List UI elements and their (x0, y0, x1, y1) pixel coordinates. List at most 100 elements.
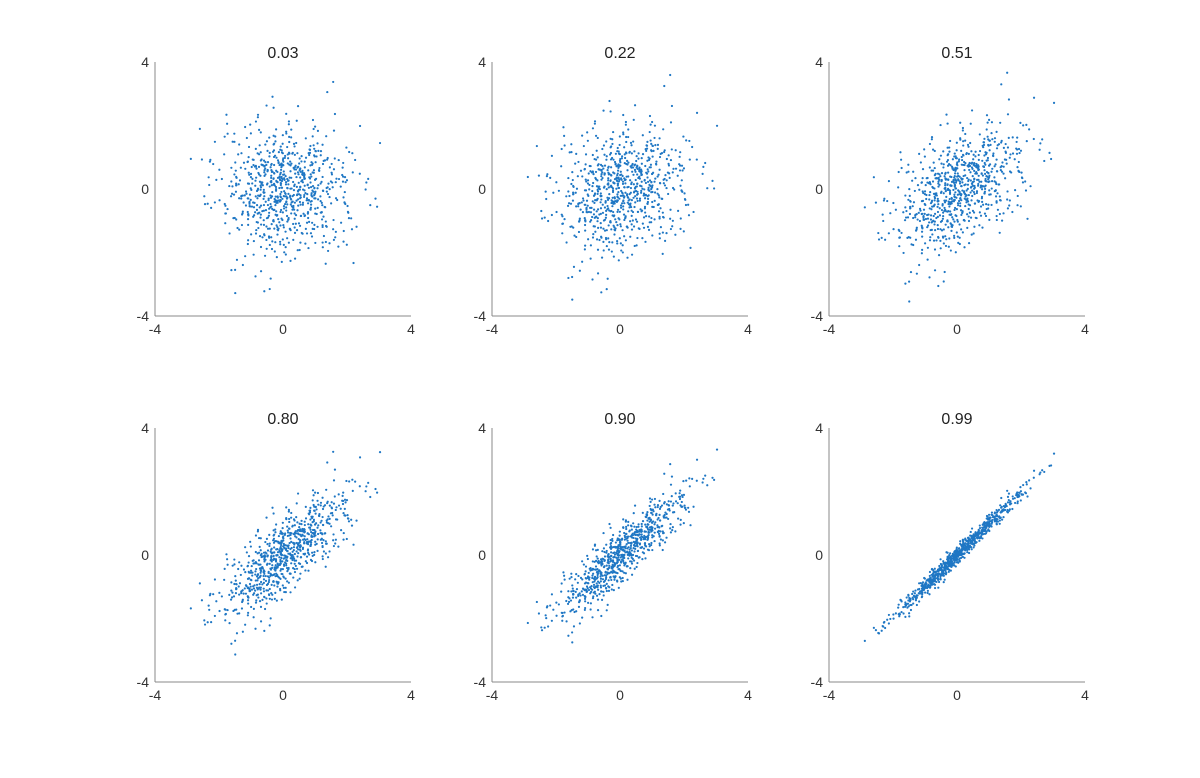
data-point (228, 593, 231, 597)
data-point (299, 176, 302, 179)
data-point (636, 164, 639, 167)
data-point (958, 182, 962, 185)
data-point (936, 200, 939, 203)
data-point (352, 543, 355, 546)
data-point (952, 179, 955, 182)
data-point (579, 208, 582, 211)
panel-title: 0.90 (604, 411, 635, 428)
data-point (916, 218, 919, 221)
data-point (1019, 121, 1022, 124)
data-point (645, 215, 648, 218)
data-point (953, 172, 957, 175)
data-point (540, 629, 544, 632)
data-point (658, 499, 661, 502)
data-point (307, 186, 310, 189)
data-point (313, 223, 316, 226)
data-point (605, 574, 608, 577)
data-point (631, 210, 635, 214)
data-point (973, 164, 976, 167)
data-point (285, 130, 288, 133)
data-point (596, 197, 599, 200)
data-point (624, 123, 627, 126)
data-point (634, 533, 637, 537)
data-point (1019, 490, 1023, 493)
data-point (947, 163, 951, 166)
data-point (924, 217, 928, 221)
data-point (1006, 113, 1010, 116)
data-point (615, 165, 618, 168)
x-tick-label: 4 (744, 321, 752, 337)
data-point (627, 535, 630, 538)
data-point (963, 246, 966, 249)
data-point (272, 580, 275, 583)
data-point (892, 613, 895, 616)
data-point (320, 201, 323, 204)
data-point (617, 544, 620, 548)
data-point (324, 220, 327, 223)
data-point (304, 227, 307, 230)
data-point (288, 572, 291, 575)
data-point (998, 212, 1001, 216)
data-point (995, 214, 998, 218)
data-point (996, 192, 999, 195)
y-tick-label: 0 (815, 547, 823, 563)
data-point (669, 217, 672, 220)
data-point (337, 245, 340, 248)
data-point (555, 614, 558, 617)
data-point (678, 169, 682, 172)
data-point (234, 291, 237, 295)
points-group (189, 450, 382, 656)
data-point (321, 496, 324, 499)
data-point (300, 160, 303, 163)
data-point (298, 522, 301, 525)
data-point (1002, 146, 1005, 149)
data-point (897, 606, 900, 609)
data-point (304, 242, 307, 245)
data-point (640, 209, 644, 212)
data-point (246, 614, 249, 617)
data-point (293, 231, 297, 234)
data-point (627, 196, 630, 199)
data-point (663, 84, 666, 88)
data-point (667, 192, 670, 196)
data-point (990, 525, 993, 528)
data-point (235, 182, 238, 185)
data-point (293, 562, 296, 565)
data-point (641, 134, 644, 137)
data-point (928, 577, 931, 580)
data-point (938, 173, 941, 176)
data-point (633, 567, 636, 570)
data-point (600, 235, 603, 238)
data-point (629, 179, 632, 182)
data-point (634, 163, 637, 166)
data-point (637, 556, 640, 559)
data-point (288, 227, 291, 231)
data-point (325, 186, 328, 190)
data-point (1020, 176, 1024, 179)
data-point (931, 205, 934, 208)
data-point (631, 219, 634, 222)
data-point (625, 135, 628, 139)
data-point (629, 567, 632, 570)
data-point (224, 608, 227, 611)
data-point (301, 171, 304, 174)
data-point (609, 571, 612, 574)
data-point (272, 150, 275, 153)
data-point (318, 166, 321, 170)
data-point (973, 169, 976, 172)
data-point (253, 214, 256, 217)
data-point (977, 200, 981, 203)
data-point (938, 573, 942, 576)
data-point (906, 216, 910, 219)
data-point (282, 243, 285, 246)
data-point (224, 222, 227, 225)
data-point (933, 248, 937, 251)
data-point (648, 215, 651, 218)
data-point (254, 232, 258, 235)
data-point (679, 151, 682, 154)
data-point (281, 211, 284, 214)
data-point (555, 210, 558, 214)
data-point (618, 197, 621, 200)
data-point (630, 525, 633, 528)
data-point (309, 208, 312, 211)
